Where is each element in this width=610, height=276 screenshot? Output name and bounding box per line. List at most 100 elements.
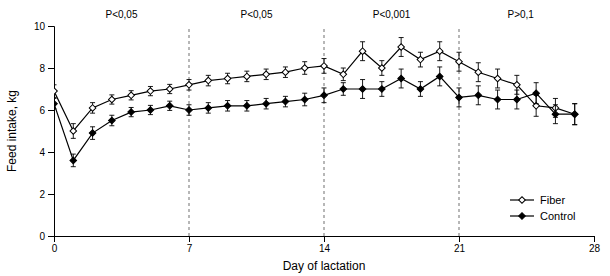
point (109, 96, 116, 103)
error-bar (129, 91, 134, 100)
point (456, 58, 463, 65)
tick: 0 (52, 236, 58, 254)
point (128, 92, 135, 99)
error-bar (360, 42, 365, 61)
error-bar (225, 101, 230, 112)
point (321, 92, 328, 99)
tick-mark (48, 68, 54, 69)
tick: 0 (39, 231, 54, 242)
legend-item: Control (510, 210, 575, 222)
reference-line (188, 26, 189, 236)
series-line (54, 76, 575, 160)
point (417, 86, 424, 93)
error-bar (457, 88, 462, 107)
point (475, 92, 482, 99)
point (244, 102, 251, 109)
tick-label: 6 (39, 105, 45, 116)
error-bar (148, 86, 153, 95)
legend-label: Control (540, 210, 575, 222)
tick: 7 (187, 236, 193, 254)
y-axis-title: Feed intake, kg (5, 90, 19, 172)
series (54, 67, 578, 167)
point (282, 69, 289, 76)
point (359, 86, 366, 93)
error-bar (187, 105, 192, 116)
point (514, 96, 521, 103)
error-bar (109, 95, 114, 104)
point (340, 86, 347, 93)
error-bar (534, 83, 539, 104)
error-bar (418, 52, 423, 67)
error-bar (495, 90, 500, 109)
tick: 21 (454, 236, 466, 254)
tick-label: 4 (39, 147, 45, 158)
error-bar (54, 85, 57, 98)
error-bar (476, 86, 481, 105)
tick-label: 2 (39, 189, 45, 200)
point (398, 75, 405, 82)
tick-label: 0 (39, 231, 45, 242)
tick-mark (48, 26, 54, 27)
point (340, 71, 347, 78)
error-bar (206, 75, 211, 86)
point (166, 102, 173, 109)
error-bar (167, 101, 172, 110)
point (186, 81, 193, 88)
tick-mark (48, 152, 54, 153)
error-bar (283, 67, 288, 78)
error-bar (129, 107, 134, 116)
point (301, 65, 308, 72)
point (379, 86, 386, 93)
point (321, 63, 328, 70)
error-bar (476, 63, 481, 82)
reference-line (323, 26, 324, 236)
point (533, 90, 540, 97)
point (128, 109, 135, 116)
plot-area (54, 26, 578, 236)
point (417, 56, 424, 63)
error-bar (302, 62, 307, 75)
point (89, 130, 96, 137)
tick: 2 (39, 189, 54, 200)
axis-line (55, 237, 595, 243)
error-bar (553, 105, 558, 124)
legend-label: Fiber (540, 194, 565, 206)
tick-mark (459, 236, 460, 242)
tick-label: 21 (454, 243, 466, 254)
x-axis-title: Day of lactation (283, 259, 366, 273)
error-bar (379, 61, 384, 76)
error-bar (264, 98, 269, 109)
error-bar (437, 42, 442, 61)
legend-marker (519, 213, 526, 220)
series (54, 38, 578, 139)
tick: 10 (34, 21, 54, 32)
error-bar (514, 90, 519, 109)
error-bar (360, 80, 365, 99)
error-bar (437, 67, 442, 86)
error-bar (109, 115, 114, 126)
point (282, 98, 289, 105)
point (205, 77, 212, 84)
point (54, 100, 57, 107)
tick-label: 0 (52, 243, 58, 254)
error-bar (54, 98, 57, 109)
error-bar (302, 93, 307, 106)
point (571, 111, 578, 118)
point (70, 157, 77, 164)
legend-item: Fiber (510, 194, 565, 206)
point (244, 73, 251, 80)
point (514, 81, 521, 88)
point (436, 48, 443, 55)
point (147, 107, 154, 114)
point (70, 128, 77, 135)
error-bar (90, 127, 95, 140)
error-bar (399, 38, 404, 57)
point (224, 102, 231, 109)
error-bar (495, 69, 500, 88)
point (571, 111, 578, 118)
point (263, 71, 270, 78)
point (109, 117, 116, 124)
tick-mark (324, 236, 325, 242)
error-bar (244, 101, 249, 112)
x-axis: 07142128 (52, 236, 601, 254)
